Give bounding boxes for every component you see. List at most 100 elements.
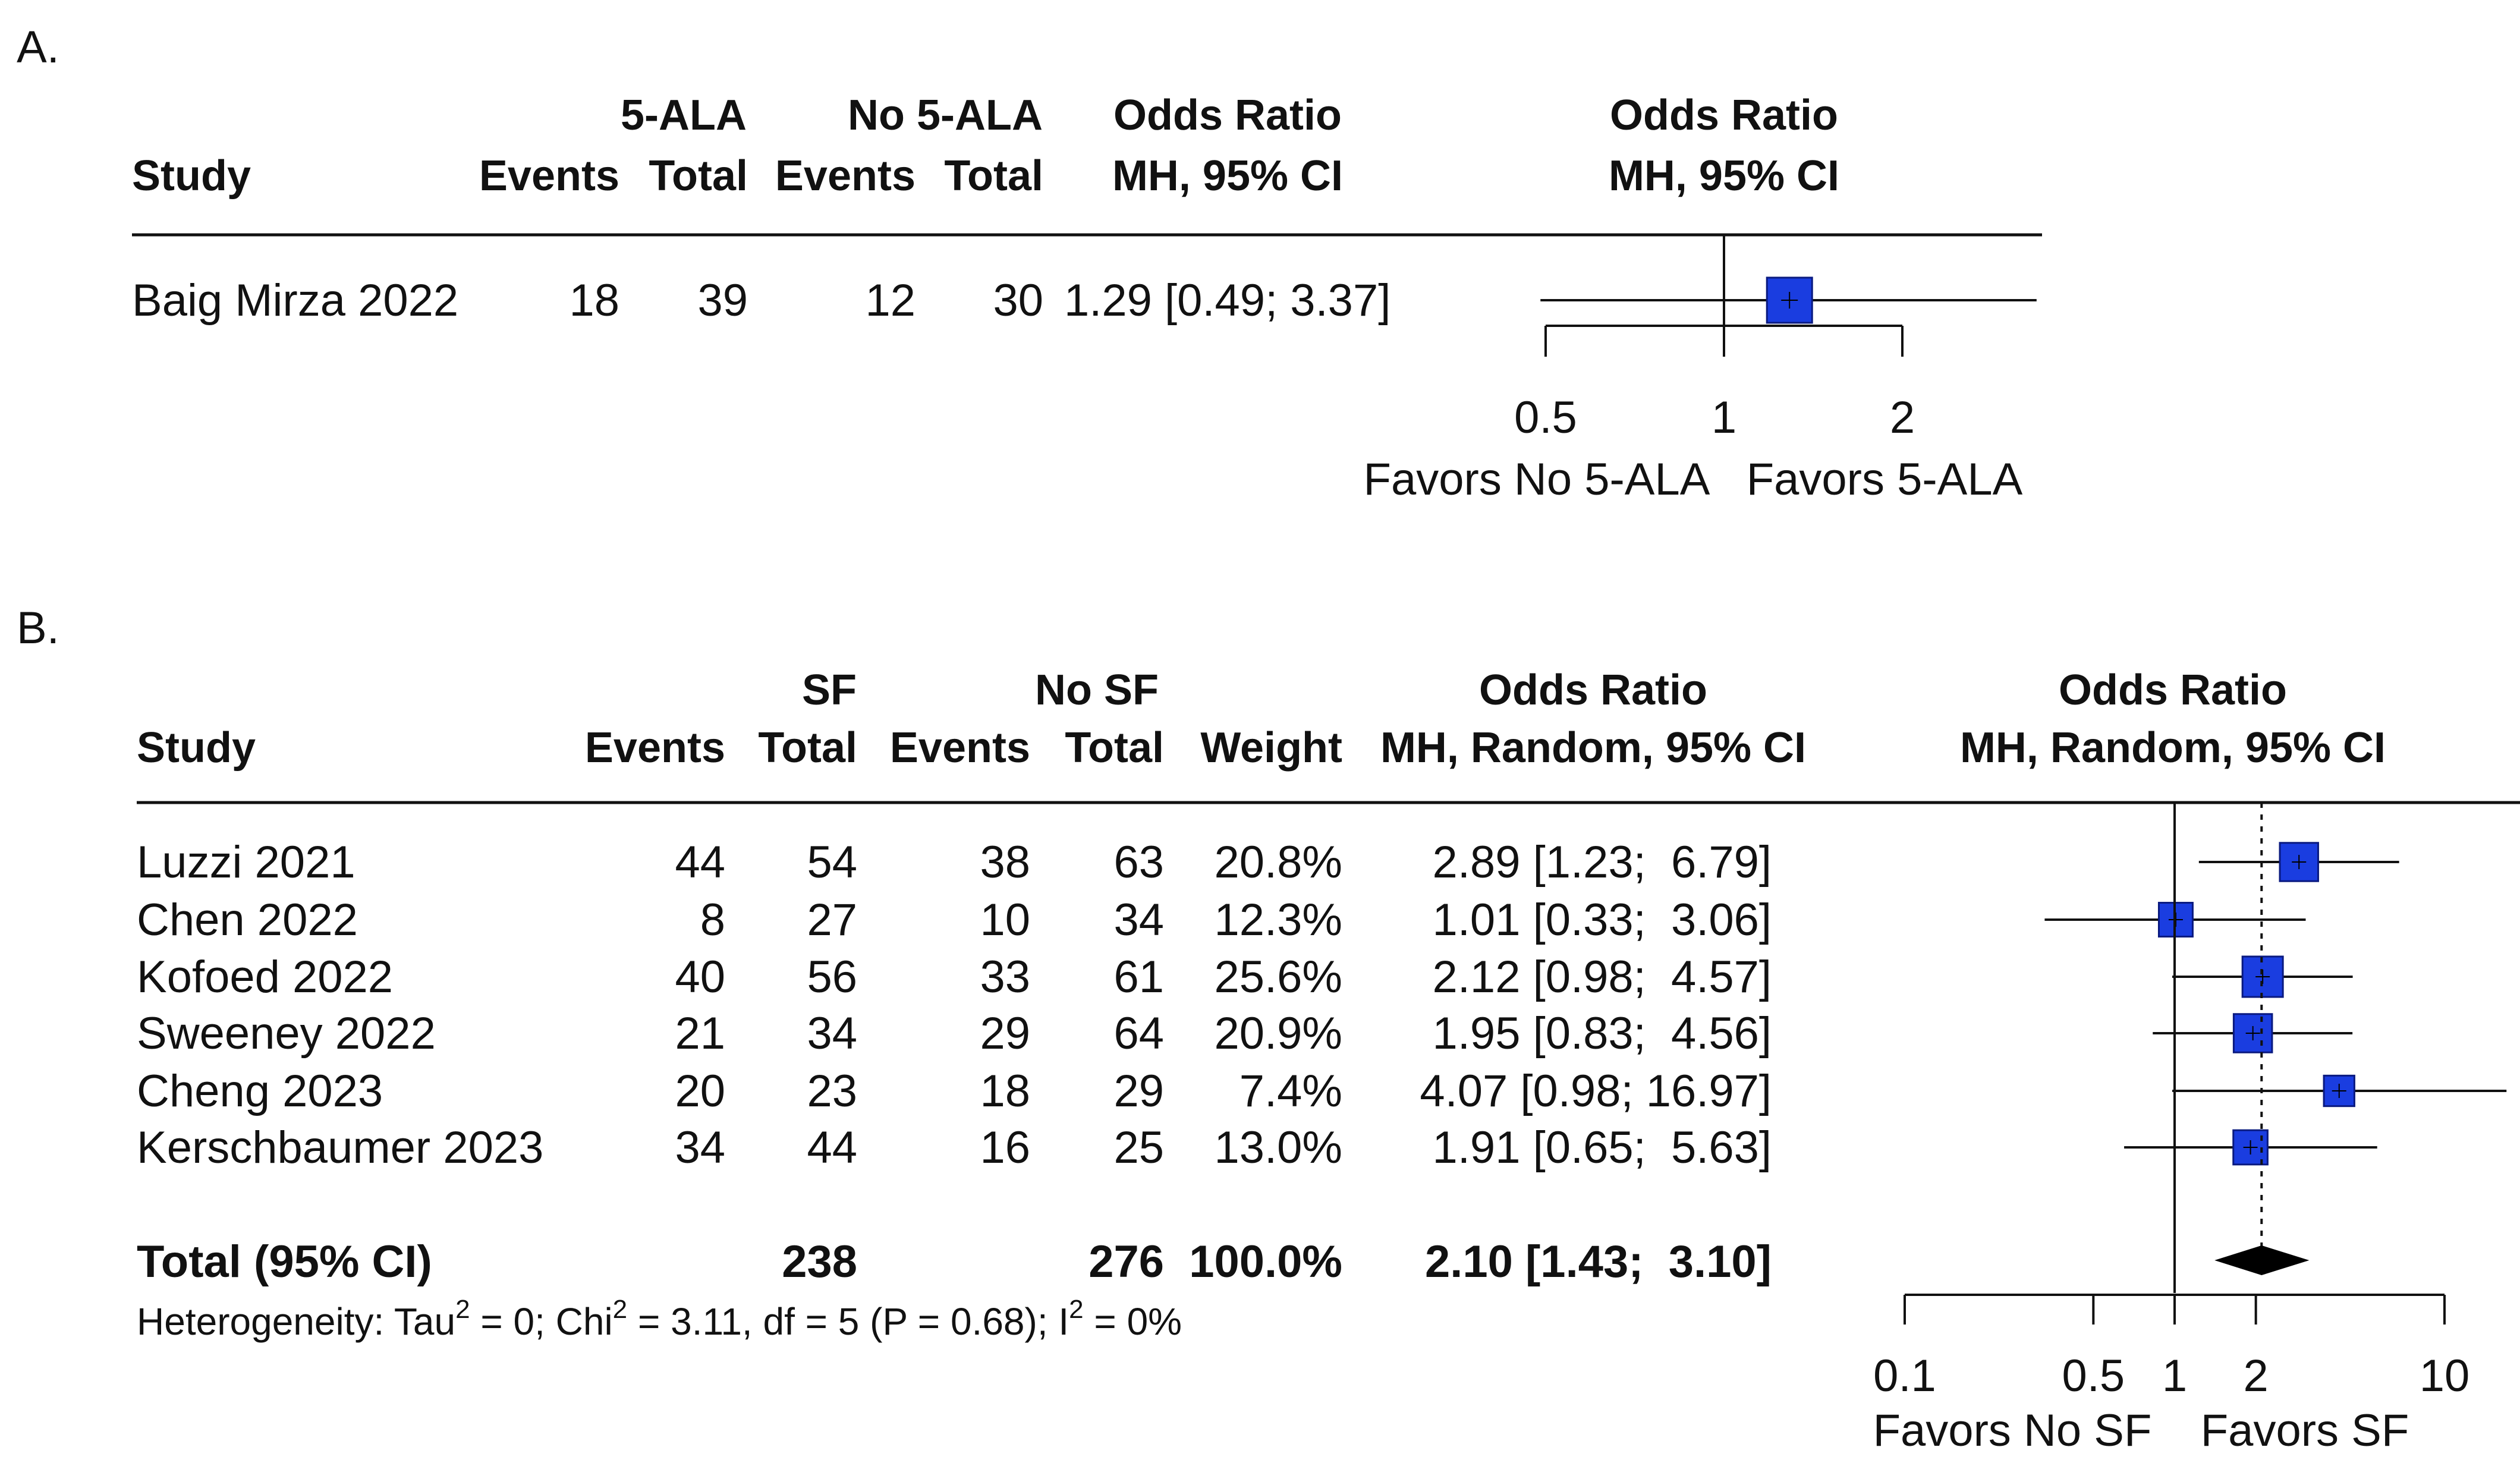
a-events1: 18 <box>569 275 619 326</box>
b-tick-label: 10 <box>2420 1351 2470 1401</box>
b-total1: 44 <box>807 1122 857 1173</box>
a-group2-header: No 5-ALA <box>848 92 1043 139</box>
a-or-ci: 1.29 [0.49; 3.37] <box>1064 275 1390 326</box>
b-events2: 29 <box>980 1008 1030 1059</box>
a-favors-right: Favors 5-ALA <box>1747 454 2023 505</box>
a-study-header: Study <box>132 152 251 200</box>
a-total2: 30 <box>993 275 1043 326</box>
b-weight: 7.4% <box>1239 1066 1342 1116</box>
a-events2: 12 <box>865 275 915 326</box>
a-events2-header: Events <box>775 152 915 200</box>
het-prefix: Heterogeneity: Tau <box>137 1300 455 1343</box>
b-events2-header: Events <box>890 724 1030 772</box>
b-heterogeneity: Heterogeneity: Tau2 = 0; Chi2 = 3.11, df… <box>137 1295 1182 1343</box>
het-chi-sup: 2 <box>613 1295 627 1324</box>
b-weight: 12.3% <box>1215 895 1343 945</box>
b-events2: 33 <box>980 952 1030 1002</box>
a-total2-header: Total <box>944 152 1043 200</box>
b-events1-header: Events <box>585 724 725 772</box>
b-weight: 13.0% <box>1215 1122 1343 1173</box>
b-events1: 20 <box>675 1066 725 1116</box>
b-total1: 54 <box>807 837 857 888</box>
b-events2: 10 <box>980 895 1030 945</box>
b-tick-label: 0.5 <box>2062 1351 2125 1401</box>
b-plot-header-2: MH, Random, 95% CI <box>1960 724 2386 772</box>
a-plot-header-1: Odds Ratio <box>1610 92 1838 139</box>
b-weight-header: Weight <box>1200 724 1342 772</box>
a-or-header-2: MH, 95% CI <box>1112 152 1343 200</box>
het-i: = 0% <box>1084 1300 1182 1343</box>
b-favors-left: Favors No SF <box>1873 1405 2152 1456</box>
a-forest-plot: 0.5 1 2 Favors No 5-ALA Favors 5-ALA <box>1364 235 2037 505</box>
b-or-ci: 1.91 [0.65; 5.63] <box>1433 1122 1772 1173</box>
het-tau: = 0; Chi <box>470 1300 613 1343</box>
b-or-ci: 1.95 [0.83; 4.56] <box>1433 1008 1772 1059</box>
b-events1: 21 <box>675 1008 725 1059</box>
b-or-ci: 2.12 [0.98; 4.57] <box>1433 952 1772 1002</box>
panel-b-label: B. <box>17 603 59 653</box>
b-weight: 20.9% <box>1215 1008 1343 1059</box>
b-events2: 18 <box>980 1066 1030 1116</box>
panel-a-label: A. <box>17 22 59 73</box>
b-or-ci: 2.89 [1.23; 6.79] <box>1433 837 1772 888</box>
b-study-rows: Luzzi 2021 44 54 38 63 20.8% 2.89 [1.23; 6.79]… <box>137 837 1772 1173</box>
b-study-name: Kerschbaumer 2023 <box>137 1122 543 1173</box>
b-tick-label: 0.1 <box>1873 1351 1936 1401</box>
het-i-sup: 2 <box>1069 1295 1083 1324</box>
b-total1: 56 <box>807 952 857 1002</box>
a-events1-header: Events <box>479 152 619 200</box>
a-tick-label: 0.5 <box>1514 392 1577 443</box>
b-events1: 44 <box>675 837 725 888</box>
b-total2: 63 <box>1113 837 1164 888</box>
b-events2: 16 <box>980 1122 1030 1173</box>
b-favors-right: Favors SF <box>2201 1405 2409 1456</box>
b-total2: 29 <box>1113 1066 1164 1116</box>
b-total-or: 2.10 [1.43; 3.10] <box>1425 1237 1772 1287</box>
b-total2: 64 <box>1113 1008 1164 1059</box>
b-total1: 23 <box>807 1066 857 1116</box>
b-total1: 27 <box>807 895 857 945</box>
b-tick-label: 1 <box>2162 1351 2187 1401</box>
a-group1-header: 5-ALA <box>621 92 747 139</box>
b-weight: 20.8% <box>1215 837 1343 888</box>
b-events2: 38 <box>980 837 1030 888</box>
b-pooled-diamond <box>2214 1245 2310 1276</box>
a-study-name: Baig Mirza 2022 <box>132 275 458 326</box>
b-or-header-1: Odds Ratio <box>1479 666 1707 714</box>
b-forest-plot: 0.1 0.5 1 2 10 Favors No SF Favors SF <box>1873 803 2507 1456</box>
a-favors-left: Favors No 5-ALA <box>1364 454 1710 505</box>
b-or-ci: 4.07 [0.98; 16.97] <box>1420 1066 1772 1116</box>
het-tau-sup: 2 <box>455 1295 470 1324</box>
b-events1: 40 <box>675 952 725 1002</box>
b-or-ci: 1.01 [0.33; 3.06] <box>1433 895 1772 945</box>
a-or-header-1: Odds Ratio <box>1113 92 1342 139</box>
b-study-header: Study <box>137 724 256 772</box>
het-chi: = 3.11, df = 5 (P = 0.68); I <box>627 1300 1069 1343</box>
b-study-name: Cheng 2023 <box>137 1066 383 1116</box>
b-total2: 61 <box>1113 952 1164 1002</box>
a-plot-header-2: MH, 95% CI <box>1609 152 1839 200</box>
b-plot-header-1: Odds Ratio <box>2059 666 2287 714</box>
a-total1-header: Total <box>649 152 748 200</box>
b-total2: 34 <box>1113 895 1164 945</box>
b-study-name: Chen 2022 <box>137 895 358 945</box>
b-group2-header: No SF <box>1035 666 1159 714</box>
b-or-header-2: MH, Random, 95% CI <box>1380 724 1806 772</box>
a-tick-label: 1 <box>1712 392 1736 443</box>
b-total-n2: 276 <box>1088 1237 1164 1287</box>
b-total2: 25 <box>1113 1122 1164 1173</box>
b-total-label: Total (95% CI) <box>137 1237 432 1287</box>
b-total1-header: Total <box>758 724 857 772</box>
b-total2-header: Total <box>1065 724 1164 772</box>
b-weight: 25.6% <box>1215 952 1343 1002</box>
b-total-weight: 100.0% <box>1189 1237 1342 1287</box>
b-events1: 8 <box>700 895 725 945</box>
b-group1-header: SF <box>802 666 857 714</box>
b-study-name: Sweeney 2022 <box>137 1008 436 1059</box>
a-total1: 39 <box>697 275 748 326</box>
a-tick-label: 2 <box>1890 392 1915 443</box>
b-total1: 34 <box>807 1008 857 1059</box>
b-total-n1: 238 <box>782 1237 857 1287</box>
b-study-name: Kofoed 2022 <box>137 952 393 1002</box>
